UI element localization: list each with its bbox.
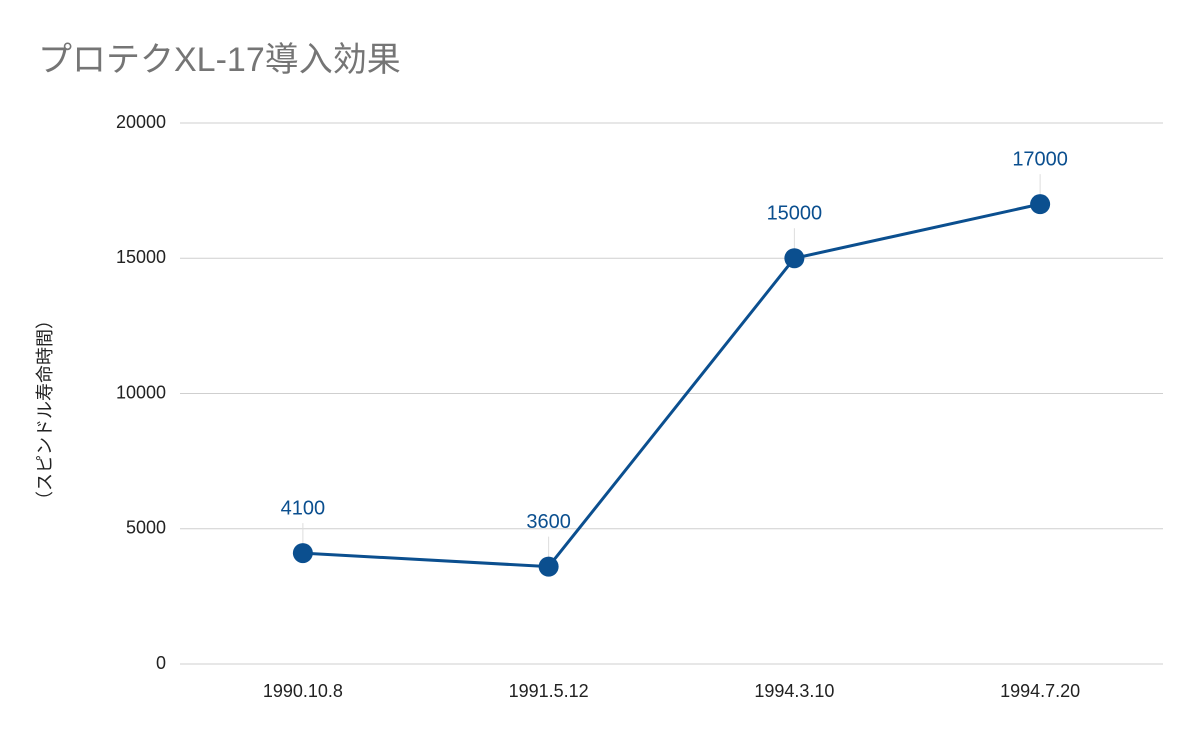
x-tick-label: 1994.7.20 [1000,681,1080,701]
data-label: 4100 [281,497,326,519]
x-tick-label: 1991.5.12 [509,681,589,701]
y-tick-label: 15000 [116,247,166,267]
x-tick-label: 1990.10.8 [263,681,343,701]
y-tick-label: 5000 [126,518,166,538]
y-tick-label: 0 [156,653,166,673]
x-tick-label: 1994.3.10 [754,681,834,701]
line [302,202,1041,569]
data-label: 17000 [1012,148,1068,170]
point [292,543,313,564]
data-label: 3600 [526,511,571,533]
y-tick-label: 20000 [116,112,166,132]
y-axis-label: （スピンドル寿命時間） [35,311,55,509]
point [1030,194,1051,215]
chart-title: プロテクXL-17導入効果 [38,41,401,79]
y-tick-label: 10000 [116,382,166,402]
point [538,556,559,577]
point [784,248,805,269]
data-label: 15000 [767,203,823,225]
